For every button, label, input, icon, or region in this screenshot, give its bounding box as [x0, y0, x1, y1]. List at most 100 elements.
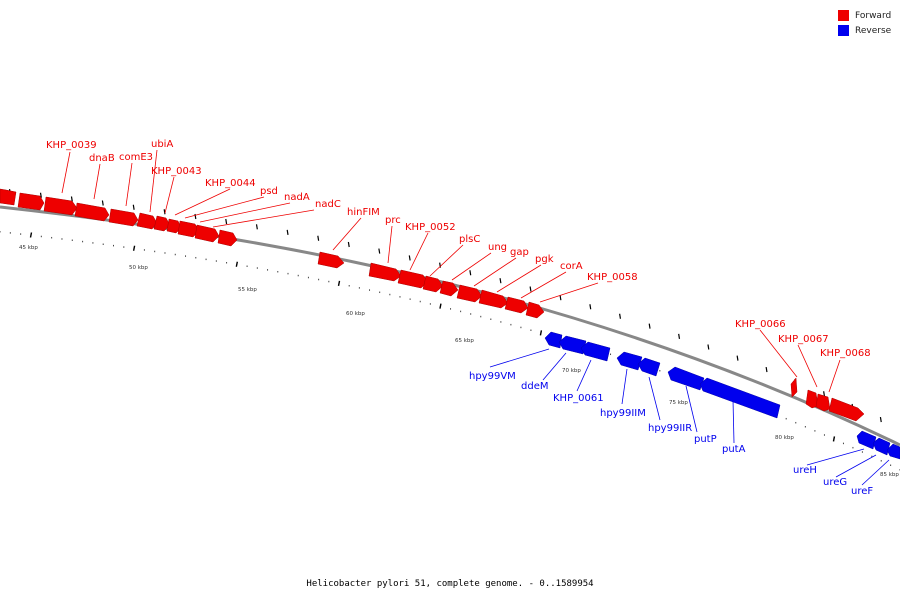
reverse-leaders [489, 348, 890, 486]
gene-arrow-forward[interactable] [368, 262, 402, 282]
gene-label[interactable]: psd [260, 186, 278, 197]
gene-label[interactable]: ureF [851, 486, 873, 497]
tick-label: 65 kbp [455, 338, 474, 344]
gene-arrow-forward[interactable] [194, 224, 220, 243]
gene-arrow-forward[interactable] [439, 280, 459, 297]
gene-arrow-reverse[interactable] [616, 351, 643, 371]
gene-label[interactable]: KHP_0061 [553, 393, 604, 404]
scale-ticks [0, 189, 900, 471]
gene-arrow-reverse[interactable] [872, 437, 891, 456]
gene-label[interactable]: ureH [793, 465, 817, 476]
major-tick [832, 436, 836, 442]
tick-label: 45 kbp [19, 245, 38, 251]
strand-tick [70, 196, 73, 202]
gene-arrow-forward[interactable] [108, 208, 139, 227]
gene-label[interactable]: pgk [535, 254, 554, 265]
gene-arrow-forward[interactable] [74, 202, 110, 222]
tick-label: 50 kbp [129, 265, 148, 271]
gene-label[interactable]: gap [510, 247, 529, 258]
reverse-swatch [838, 25, 849, 36]
gene-label[interactable]: hpy99VM [469, 371, 516, 382]
gene-label[interactable]: KHP_0066 [735, 319, 786, 330]
strand-tick [194, 213, 197, 220]
strand-tick [589, 304, 592, 310]
gene-arrow-forward[interactable] [805, 389, 819, 409]
gene-label[interactable]: ddeM [521, 381, 548, 392]
legend: Forward Reverse [838, 8, 891, 38]
gene-label[interactable]: putP [694, 434, 717, 445]
strand-tick [765, 366, 768, 373]
gene-arrow-forward[interactable] [397, 269, 429, 289]
gene-arrow-forward[interactable] [790, 377, 798, 398]
gene-arrow-reverse[interactable] [667, 366, 705, 391]
strand-tick [225, 218, 228, 225]
gene-label[interactable]: dnaB [89, 153, 115, 164]
gene-label[interactable]: hinFIM [347, 207, 380, 218]
strand-tick [378, 248, 381, 254]
strand-tick [101, 200, 104, 206]
reverse-genes [544, 331, 900, 460]
strand-tick [132, 204, 135, 210]
major-tick [439, 303, 442, 309]
gene-arrow-reverse[interactable] [699, 377, 781, 419]
gene-label[interactable]: plsC [459, 234, 480, 245]
gene-label[interactable]: nadC [315, 199, 341, 210]
forward-swatch [838, 10, 849, 21]
gene-arrow-forward[interactable] [136, 212, 158, 230]
gene-label[interactable]: nadA [284, 192, 310, 203]
gene-arrow-forward[interactable] [43, 196, 78, 216]
major-tick [132, 245, 136, 251]
strand-tick [163, 209, 166, 215]
gene-arrow-forward[interactable] [217, 229, 238, 247]
gene-arrow-forward[interactable] [153, 215, 171, 232]
tick-label: 80 kbp [775, 435, 794, 441]
gene-label[interactable]: KHP_0067 [778, 334, 829, 345]
gene-label[interactable]: comE3 [119, 152, 153, 163]
gene-label[interactable]: hpy99IIR [648, 423, 692, 434]
gene-arrow-forward[interactable] [0, 188, 17, 206]
gene-arrow-reverse[interactable] [637, 357, 661, 377]
gene-arrow-reverse[interactable] [886, 443, 900, 460]
gene-arrow-reverse[interactable] [580, 341, 611, 362]
gene-label[interactable]: ureG [823, 477, 847, 488]
gene-label[interactable]: KHP_0039 [46, 140, 97, 151]
gene-label[interactable]: prc [385, 215, 401, 226]
gene-arrow-forward[interactable] [317, 251, 345, 269]
tick-label: 85 kbp [880, 472, 899, 478]
gene-label[interactable]: KHP_0043 [151, 166, 202, 177]
gene-arrow-reverse[interactable] [558, 335, 587, 355]
gene-label[interactable]: ung [488, 242, 507, 253]
strand-tick [408, 255, 411, 261]
gene-label[interactable]: hpy99IIM [600, 408, 646, 419]
strand-tick [879, 416, 882, 423]
tick-label: 70 kbp [562, 368, 581, 374]
major-tick [29, 232, 33, 238]
legend-reverse: Reverse [838, 23, 891, 38]
gene-arrow-forward[interactable] [478, 289, 509, 309]
strand-tick [559, 295, 562, 301]
gene-label[interactable]: KHP_0044 [205, 178, 256, 189]
gene-label[interactable]: KHP_0058 [587, 272, 638, 283]
gene-label[interactable]: ubiA [151, 139, 173, 150]
gene-arrow-forward[interactable] [422, 275, 444, 293]
major-tick [337, 280, 341, 287]
gene-arrow-forward[interactable] [504, 296, 529, 314]
gene-arrow-forward[interactable] [525, 301, 545, 319]
gene-arrow-reverse[interactable] [544, 331, 563, 349]
forward-genes [0, 188, 865, 422]
strand-tick [286, 229, 289, 235]
gene-label[interactable]: corA [560, 261, 583, 272]
gene-arrow-reverse[interactable] [856, 430, 877, 450]
strand-tick [707, 344, 710, 350]
gene-arrow-forward[interactable] [828, 397, 865, 422]
tick-label: 75 kbp [669, 400, 688, 406]
gene-arrow-forward[interactable] [17, 192, 45, 211]
strand-tick [678, 333, 681, 339]
gene-label[interactable]: putA [722, 444, 746, 455]
gene-label[interactable]: KHP_0052 [405, 222, 456, 233]
gene-arrow-forward[interactable] [456, 284, 483, 303]
reverse-labels: hpy99VM ddeM KHP_0061 hpy99IIM hpy99IIR … [469, 371, 873, 497]
gene-label[interactable]: KHP_0068 [820, 348, 871, 359]
gene-arrow-forward[interactable] [815, 393, 831, 412]
